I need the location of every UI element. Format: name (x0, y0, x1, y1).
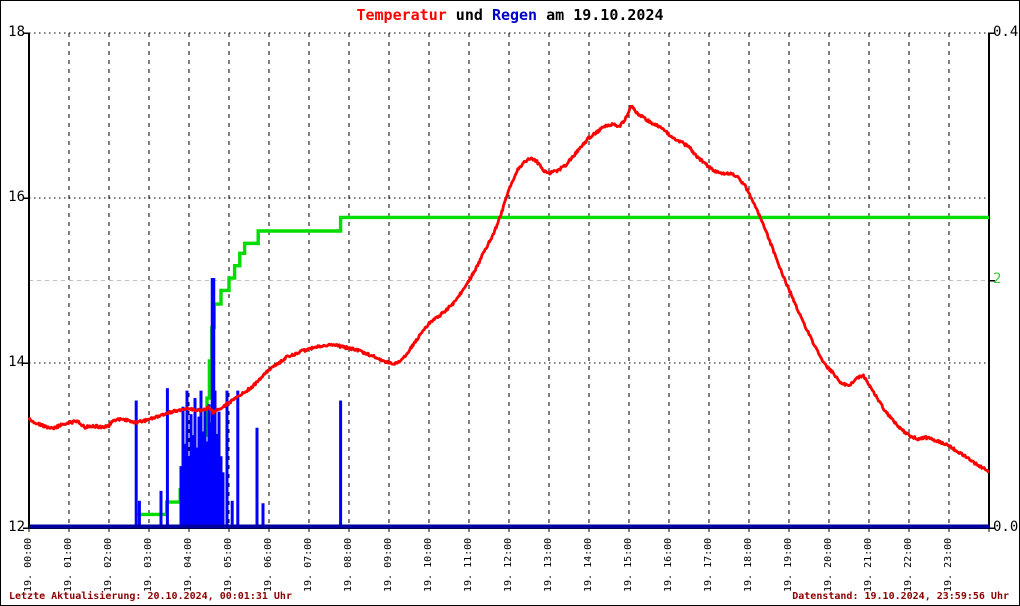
x-axis-label: 19. 15:00 (623, 537, 634, 592)
x-axis-label: 19. 18:00 (743, 537, 754, 592)
title-conjunction: und (446, 6, 492, 24)
y-axis-left-label: 16 (8, 189, 25, 205)
last-update-text: Letzte Aktualisierung: 20.10.2024, 00:01… (9, 591, 292, 602)
title-rain: Regen (491, 6, 538, 24)
x-axis-label: 19. 01:00 (63, 537, 74, 592)
x-axis-label: 19. 09:00 (383, 537, 394, 592)
x-axis-label: 19. 00:00 (23, 537, 34, 592)
x-axis-label: 19. 13:00 (543, 537, 554, 592)
y-axis-right-rain-max-label: 0.4 (993, 24, 1019, 40)
x-axis-label: 19. 03:00 (143, 537, 154, 592)
x-axis-label: 19. 23:00 (943, 537, 954, 592)
x-axis-label: 19. 19:00 (783, 537, 794, 592)
x-axis-label: 19. 06:00 (263, 537, 274, 592)
x-axis-label: 19. 12:00 (503, 537, 514, 592)
x-axis-label: 19. 11:00 (463, 537, 474, 592)
x-axis-label: 19. 08:00 (343, 537, 354, 592)
x-axis-label: 19. 07:00 (303, 537, 314, 592)
y-axis-left-label: 18 (8, 24, 25, 40)
chart-title: Temperatur und Regen am 19.10.2024 (1, 6, 1019, 24)
x-axis-label: 19. 21:00 (863, 537, 874, 592)
y-axis-left-label: 12 (8, 519, 25, 535)
y-axis-right-rainsum-label: 2 (993, 271, 1002, 287)
x-axis-label: 19. 16:00 (663, 537, 674, 592)
title-date: am 19.10.2024 (537, 6, 664, 24)
x-axis-label: 19. 20:00 (823, 537, 834, 592)
title-temperature: Temperatur (356, 6, 447, 24)
x-axis-label: 19. 02:00 (103, 537, 114, 592)
x-axis-label: 19. 17:00 (703, 537, 714, 592)
y-axis-left-label: 14 (8, 354, 25, 370)
x-axis-label: 19. 14:00 (583, 537, 594, 592)
x-axis-label: 19. 04:00 (183, 537, 194, 592)
data-state-text: Datenstand: 19.10.2024, 23:59:56 Uhr (792, 591, 1009, 602)
x-axis-label: 19. 05:00 (223, 537, 234, 592)
x-axis-label: 19. 10:00 (423, 537, 434, 592)
x-axis-label: 19. 22:00 (903, 537, 914, 592)
y-axis-right-rain-min-label: 0.0 (993, 519, 1019, 535)
